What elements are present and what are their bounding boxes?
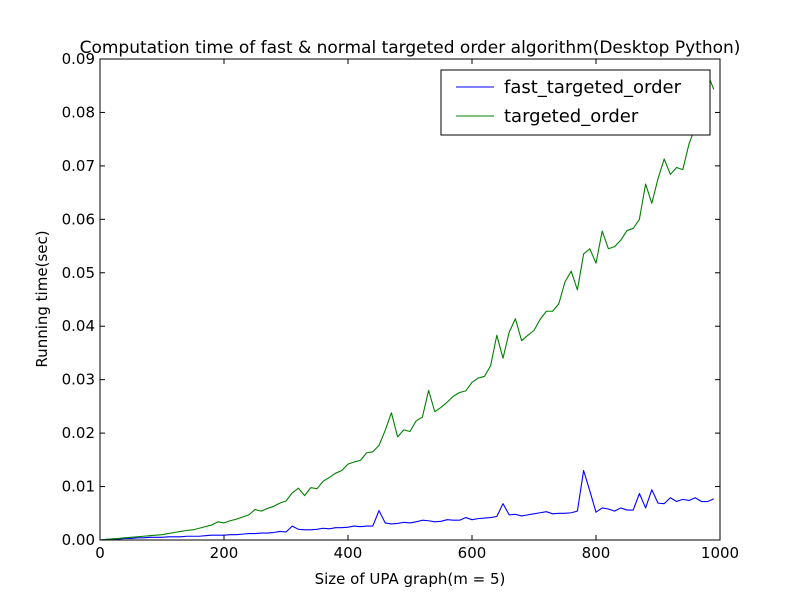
y-tick-label: 0.01 (62, 478, 95, 496)
x-tick-label: 600 (458, 544, 487, 562)
y-tick-label: 0.00 (62, 531, 95, 549)
plot-frame (99, 58, 721, 541)
series-layer (100, 73, 715, 540)
legend-box (440, 69, 711, 136)
legend: fast_targeted_order targeted_order (440, 69, 711, 136)
y-tick-label: 0.03 (62, 371, 95, 389)
y-tick-label: 0.02 (62, 424, 95, 442)
legend-label-targeted-order: targeted_order (504, 106, 639, 127)
x-axis-label: Size of UPA graph(m = 5) (315, 570, 506, 588)
x-tick-label: 200 (210, 544, 239, 562)
y-axis: 0.00 0.01 0.02 0.03 0.04 0.05 0.06 0.07 0.08 0.09 (62, 50, 720, 549)
x-tick-label: 0 (95, 544, 105, 562)
series-line-fast-targeted-order (100, 469, 715, 540)
legend-label-fast-targeted-order: fast_targeted_order (504, 77, 682, 98)
y-tick-label: 0.06 (62, 210, 95, 228)
x-axis: 0 200 400 600 800 1000 (95, 59, 739, 562)
x-tick-label: 400 (334, 544, 363, 562)
y-tick-label: 0.08 (62, 103, 95, 121)
y-tick-label: 0.05 (62, 264, 95, 282)
y-axis-label: Running time(sec) (33, 230, 51, 367)
y-tick-label: 0.09 (62, 50, 95, 68)
y-tick-label: 0.04 (62, 317, 95, 335)
x-tick-label: 1000 (701, 544, 739, 562)
y-tick-label: 0.07 (62, 157, 95, 175)
x-tick-label: 800 (582, 544, 611, 562)
series-line-targeted-order (100, 73, 715, 540)
chart-title: Computation time of fast & normal target… (80, 38, 741, 58)
